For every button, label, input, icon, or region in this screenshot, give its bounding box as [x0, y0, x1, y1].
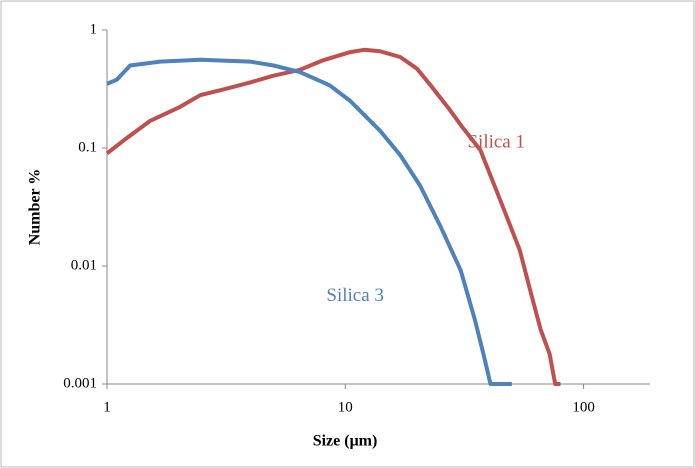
data-line — [105, 47, 561, 386]
x-tick-label: 100 — [572, 399, 595, 415]
y-tick-label: 1 — [90, 21, 98, 37]
annotation: Silica 3 — [326, 285, 384, 306]
y-tick-label: 0.001 — [63, 375, 97, 391]
y-axis-title: Number % — [27, 169, 44, 246]
data-line — [106, 57, 512, 386]
x-tick-label: 1 — [103, 399, 111, 415]
x-tick-label: 10 — [338, 399, 353, 415]
annotation: Silica 1 — [467, 131, 525, 152]
x-axis-title: Size (μm) — [313, 433, 378, 450]
y-tick-label: 0.1 — [78, 139, 97, 155]
y-tick-label: 0.01 — [71, 257, 97, 273]
